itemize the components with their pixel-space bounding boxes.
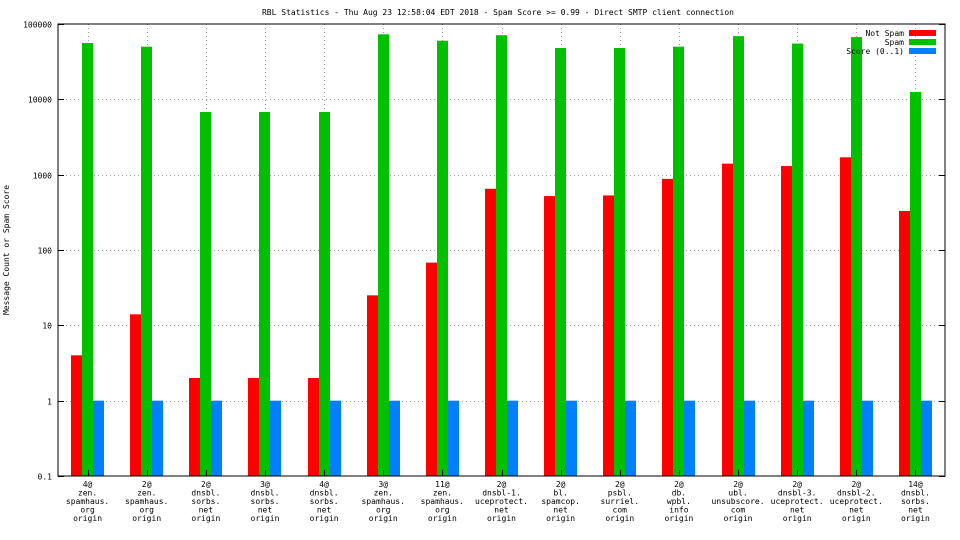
bar-score-0-1 bbox=[330, 400, 341, 476]
y-tick-label: 10000 bbox=[28, 96, 52, 105]
y-tick-label: 1 bbox=[47, 398, 52, 407]
bar-spam bbox=[733, 36, 744, 476]
bar-not-spam bbox=[248, 377, 259, 476]
bar-spam bbox=[82, 42, 93, 476]
y-tick-label: 1000 bbox=[33, 172, 52, 181]
x-tick-label: 2@ dnsbl-1. uceprotect. net origin bbox=[475, 480, 528, 523]
bar-spam bbox=[496, 35, 507, 477]
bar-spam bbox=[259, 111, 270, 477]
bar-not-spam bbox=[899, 210, 910, 477]
bar-not-spam bbox=[840, 157, 851, 476]
legend-swatch bbox=[909, 39, 936, 45]
x-tick-label: 2@ dnsbl-3. uceprotect. net origin bbox=[771, 480, 824, 523]
x-tick-label: 2@ dnsbl. sorbs. net origin bbox=[191, 480, 220, 523]
x-tick-label: 3@ dnsbl. sorbs. net origin bbox=[251, 480, 280, 523]
bar-not-spam bbox=[603, 195, 614, 477]
chart-title: RBL Statistics - Thu Aug 23 12:58:04 EDT… bbox=[262, 8, 734, 17]
bar-not-spam bbox=[308, 377, 319, 476]
bar-score-0-1 bbox=[448, 400, 459, 476]
x-tick-label: 4@ dnsbl. sorbs. net origin bbox=[310, 480, 339, 523]
bar-score-0-1 bbox=[744, 400, 755, 476]
bar-score-0-1 bbox=[803, 400, 814, 476]
bar-spam bbox=[910, 92, 921, 476]
x-tick-label: 14@ dnsbl. sorbs. net origin bbox=[901, 480, 930, 523]
bar-score-0-1 bbox=[152, 400, 163, 476]
bar-not-spam bbox=[189, 377, 200, 476]
bar-spam bbox=[792, 43, 803, 476]
bar-spam bbox=[378, 34, 389, 476]
bar-spam bbox=[673, 46, 684, 477]
x-tick-label: 2@ db. wpbl. info origin bbox=[664, 480, 693, 523]
bar-score-0-1 bbox=[93, 400, 104, 476]
bar-score-0-1 bbox=[862, 400, 873, 476]
y-tick-label: 100 bbox=[38, 247, 53, 256]
bar-score-0-1 bbox=[625, 400, 636, 476]
bar-not-spam bbox=[781, 166, 792, 476]
bar-spam bbox=[614, 48, 625, 477]
bar-score-0-1 bbox=[921, 400, 932, 476]
bar-not-spam bbox=[71, 355, 82, 476]
bar-not-spam bbox=[367, 295, 378, 476]
bar-spam bbox=[141, 46, 152, 477]
x-tick-label: 2@ zen. spamhaus. org origin bbox=[125, 480, 168, 523]
x-tick-label: 2@ dnsbl-2. uceprotect. net origin bbox=[830, 480, 883, 523]
bars-group bbox=[71, 34, 932, 477]
bar-spam bbox=[851, 37, 862, 477]
legend-swatch bbox=[909, 30, 936, 36]
x-tick-label: 2@ psbl. surriel. com origin bbox=[601, 480, 640, 523]
x-tick-label: 3@ zen. spamhaus. org origin bbox=[362, 480, 405, 523]
bar-not-spam bbox=[544, 196, 555, 476]
axis-ticks: 0.1 1 10 100 1000 10000 100000 4@ zen. spamhaus. o… bbox=[23, 21, 945, 523]
y-tick-label: 10 bbox=[42, 322, 52, 331]
bar-score-0-1 bbox=[566, 400, 577, 476]
bar-score-0-1 bbox=[507, 400, 518, 476]
bar-score-0-1 bbox=[684, 400, 695, 476]
y-tick-label: 0.1 bbox=[38, 473, 53, 482]
bar-not-spam bbox=[485, 188, 496, 476]
x-tick-label: 11@ zen. spamhaus. org origin bbox=[421, 480, 464, 523]
bar-not-spam bbox=[722, 163, 733, 476]
bar-spam bbox=[437, 40, 448, 476]
bar-spam bbox=[319, 111, 330, 477]
bar-score-0-1 bbox=[389, 400, 400, 476]
bar-score-0-1 bbox=[270, 400, 281, 476]
y-axis-label: Message Count or Spam Score bbox=[2, 185, 11, 315]
x-tick-label: 2@ ubl. unsubscore. com origin bbox=[712, 480, 765, 523]
legend-swatch bbox=[909, 48, 936, 54]
bar-not-spam bbox=[426, 262, 437, 476]
legend-label: Score (0..1) bbox=[846, 47, 904, 56]
y-tick-label: 100000 bbox=[23, 21, 52, 30]
legend-label: Not Spam bbox=[865, 29, 904, 38]
bar-spam bbox=[555, 48, 566, 477]
bar-score-0-1 bbox=[211, 400, 222, 476]
bar-not-spam bbox=[662, 178, 673, 476]
x-tick-label: 2@ bl. spamcop. net origin bbox=[541, 480, 580, 523]
bar-spam bbox=[200, 111, 211, 477]
bar-not-spam bbox=[130, 314, 141, 476]
x-tick-label: 4@ zen. spamhaus. org origin bbox=[66, 480, 109, 523]
legend-label: Spam bbox=[885, 38, 904, 47]
